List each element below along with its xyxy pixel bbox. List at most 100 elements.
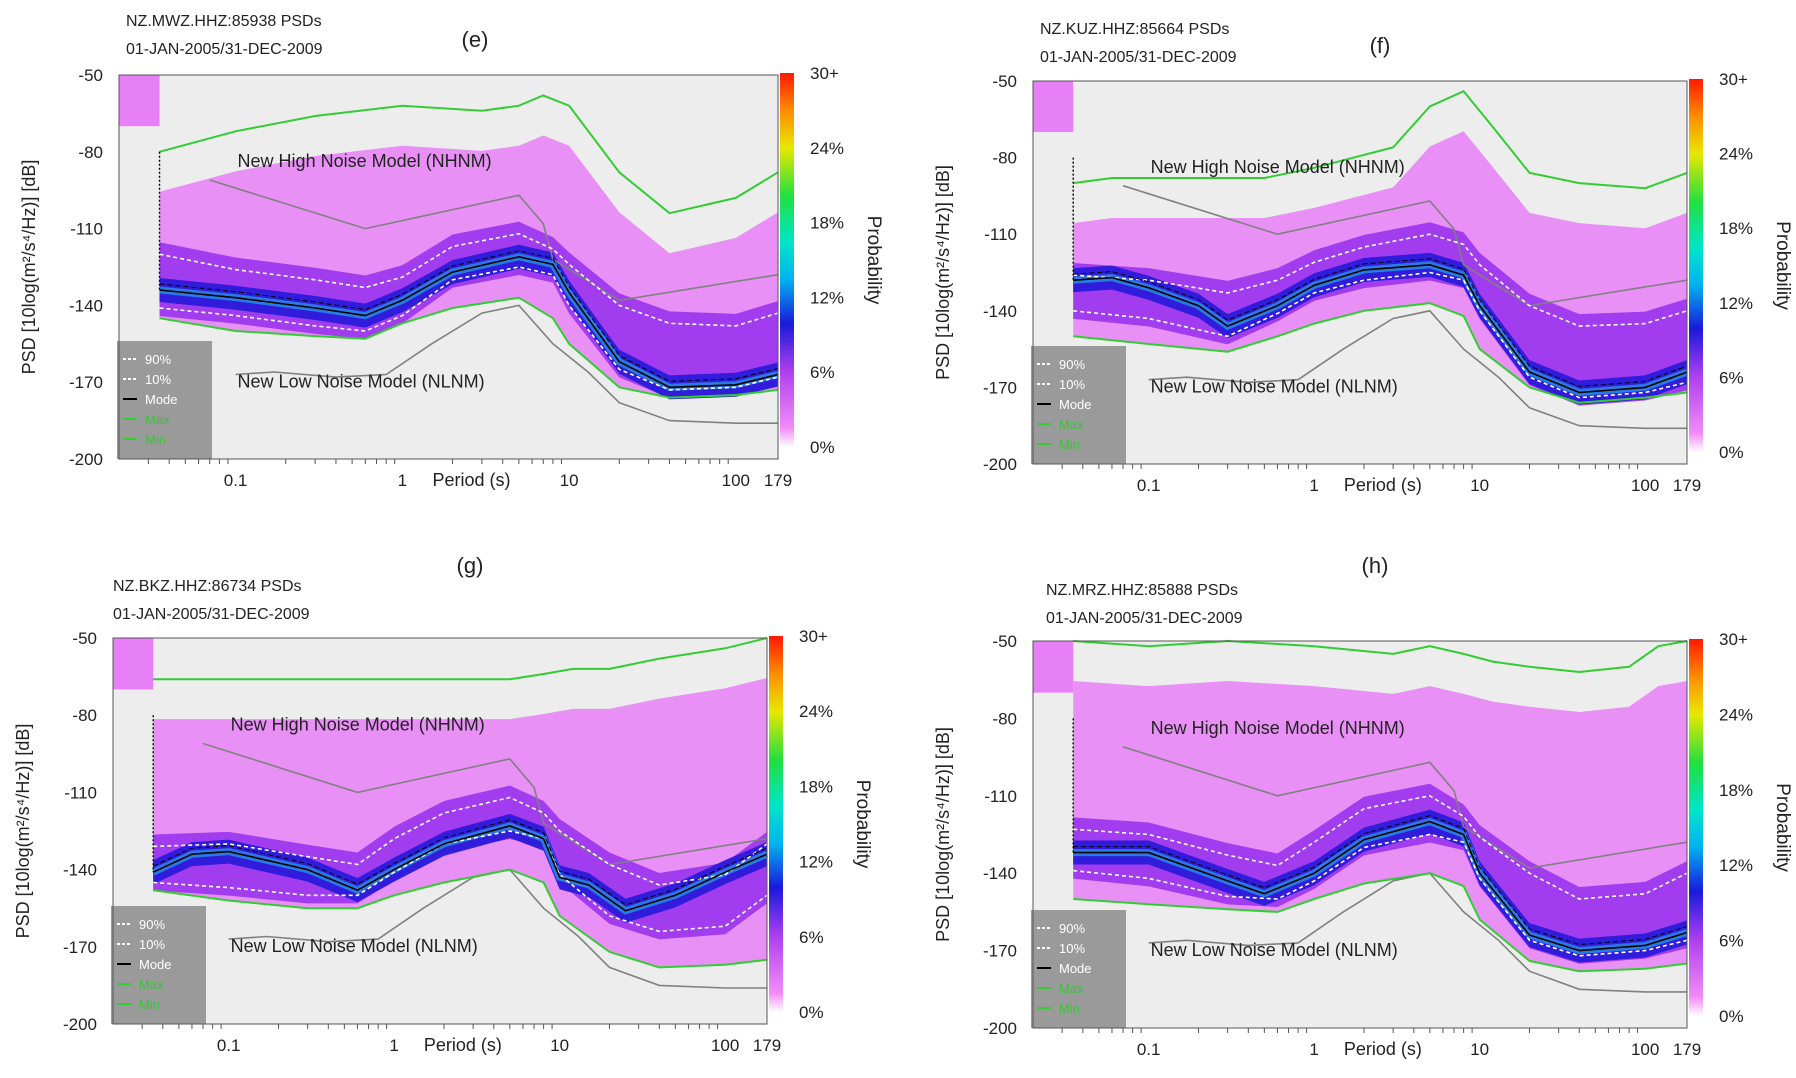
colorbar-tick-label: 18% xyxy=(810,214,844,233)
y-tick-label: -170 xyxy=(983,942,1017,961)
panel-letter: (f) xyxy=(1370,33,1391,58)
density-core xyxy=(153,813,767,923)
x-axis-label: Period (s) xyxy=(433,470,511,490)
y-tick-label: -110 xyxy=(984,787,1017,806)
y-tick-label: -200 xyxy=(983,455,1017,474)
colorbar-tick-label: 18% xyxy=(1719,219,1753,238)
legend-label: 10% xyxy=(1059,377,1085,392)
colorbar-tick-label: 24% xyxy=(810,139,844,158)
y-tick-label: -80 xyxy=(992,709,1017,728)
colorbar-tick-label: 12% xyxy=(1719,856,1753,875)
x-tick-label: 10 xyxy=(1470,476,1489,495)
nlnm-label: New Low Noise Model (NLNM) xyxy=(231,936,478,956)
mean-line xyxy=(1073,258,1688,388)
panel-letter: (h) xyxy=(1362,553,1389,578)
y-tick-label: -200 xyxy=(983,1019,1017,1038)
min-line xyxy=(1073,302,1688,404)
y-axis-label: PSD [10log(m²/s⁴/Hz)] [dB] xyxy=(933,165,953,380)
y-tick-label: -170 xyxy=(69,373,103,392)
x-tick-label: 100 xyxy=(722,471,750,490)
nhnm-label: New High Noise Model (NHNM) xyxy=(1151,157,1405,177)
y-axis-label: PSD [10log(m²/s⁴/Hz)] [dB] xyxy=(19,160,39,375)
p90-line xyxy=(159,232,779,327)
y-tick-label: -50 xyxy=(78,66,103,85)
y-tick-label: -110 xyxy=(64,783,97,802)
x-tick-label: 0.1 xyxy=(217,1036,241,1055)
colorbar-tick-label: 18% xyxy=(799,777,833,796)
mode-line xyxy=(152,825,768,912)
panel-title: NZ.MWZ.HHZ:85938 PSDs xyxy=(126,13,322,30)
p90-line xyxy=(1073,794,1688,900)
legend-label: Mode xyxy=(145,392,178,407)
nhnm-line xyxy=(209,179,779,302)
colorbar-tick-label: 6% xyxy=(1719,932,1744,951)
legend-label: Min xyxy=(145,432,166,447)
hf-strip xyxy=(113,638,154,690)
y-tick-label: -110 xyxy=(70,220,103,239)
colorbar-label: Probability xyxy=(1772,783,1793,872)
x-tick-label: 1 xyxy=(398,471,407,490)
y-tick-label: -110 xyxy=(984,225,1017,244)
colorbar-tick-label: 24% xyxy=(799,702,833,721)
x-axis-label: Period (s) xyxy=(1344,1039,1422,1059)
min-line xyxy=(1073,872,1688,973)
legend-label: 10% xyxy=(145,372,171,387)
density-core xyxy=(1073,252,1687,405)
colorbar xyxy=(780,73,794,447)
panel-letter: (g) xyxy=(457,553,484,578)
legend-label: 90% xyxy=(145,352,171,367)
x-axis-label: Period (s) xyxy=(424,1035,502,1055)
x-tick-label: 10 xyxy=(550,1036,569,1055)
psd-panel-f: New High Noise Model (NHNM) New Low Noise… xyxy=(933,21,1793,495)
x-tick-label: 100 xyxy=(1631,476,1659,495)
p10-line xyxy=(1073,271,1688,399)
max-line xyxy=(1073,89,1688,190)
colorbar-tick-label: 6% xyxy=(1719,368,1744,387)
y-tick-label: -50 xyxy=(992,72,1017,91)
nlnm-label: New Low Noise Model (NLNM) xyxy=(1151,377,1398,397)
colorbar-tick-label: 18% xyxy=(1719,781,1753,800)
colorbar-label: Probability xyxy=(852,780,873,869)
colorbar xyxy=(769,636,783,1012)
axis-frame xyxy=(1032,640,1688,1029)
y-tick-label: -200 xyxy=(69,450,103,469)
mode-line xyxy=(1073,263,1688,394)
mode-line xyxy=(159,255,779,389)
y-tick-label: -200 xyxy=(63,1015,97,1034)
x-tick-label: 10 xyxy=(1470,1040,1489,1059)
panel-subtitle: 01-JAN-2005/31-DEC-2009 xyxy=(126,41,323,58)
x-tick-label: 1 xyxy=(389,1036,398,1055)
hf-strip xyxy=(1033,641,1074,693)
colorbar xyxy=(1689,639,1703,1016)
hf-strip xyxy=(1033,81,1074,133)
max-line xyxy=(159,94,779,215)
y-tick-label: -170 xyxy=(63,938,97,957)
y-tick-label: -140 xyxy=(983,302,1017,321)
nlnm-line xyxy=(1148,309,1687,430)
axis-frame xyxy=(112,637,768,1025)
axis-frame xyxy=(118,74,779,460)
y-axis-label: PSD [10log(m²/s⁴/Hz)] [dB] xyxy=(13,724,33,939)
panel-title: NZ.KUZ.HHZ:85664 PSDs xyxy=(1040,21,1229,38)
p90-line xyxy=(153,796,768,886)
nhnm-label: New High Noise Model (NHNM) xyxy=(231,715,485,735)
x-tick-label: 100 xyxy=(711,1036,739,1055)
y-axis-label: PSD [10log(m²/s⁴/Hz)] [dB] xyxy=(933,727,953,942)
x-tick-label: 179 xyxy=(1673,476,1701,495)
psd-panel-h: New High Noise Model (NHNM) New Low Noise… xyxy=(933,553,1793,1059)
colorbar-tick-label: 30+ xyxy=(1719,70,1748,89)
y-tick-label: -80 xyxy=(72,706,97,725)
y-tick-label: -50 xyxy=(992,632,1017,651)
p10-line xyxy=(1073,833,1688,957)
y-tick-label: -80 xyxy=(992,149,1017,168)
colorbar-label: Probability xyxy=(863,216,884,305)
legend-label: 90% xyxy=(139,917,165,932)
x-tick-label: 0.1 xyxy=(224,471,248,490)
panel-subtitle: 01-JAN-2005/31-DEC-2009 xyxy=(113,606,310,623)
colorbar-tick-label: 0% xyxy=(1719,443,1744,462)
y-tick-label: -140 xyxy=(63,861,97,880)
mode-line xyxy=(1073,820,1688,952)
legend-label: Mode xyxy=(1059,961,1092,976)
colorbar-tick-label: 0% xyxy=(1719,1007,1744,1026)
